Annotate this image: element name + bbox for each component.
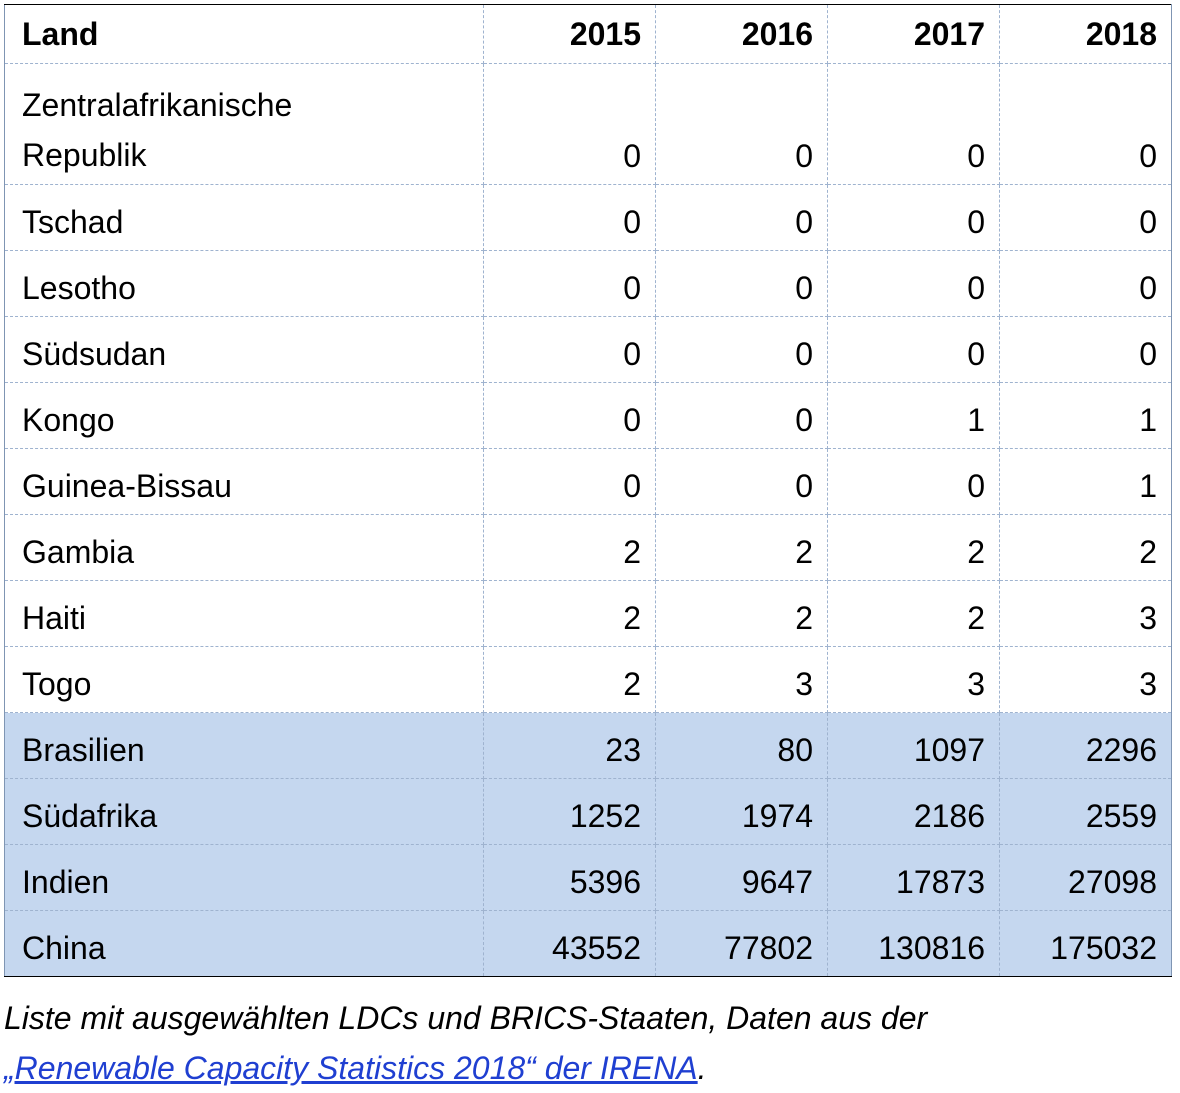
land-cell: Kongo xyxy=(4,382,484,449)
value-cell-2015: 0 xyxy=(483,382,656,449)
land-cell: Lesotho xyxy=(4,250,484,317)
value-cell-2018: 175032 xyxy=(999,910,1172,977)
table-row: Gambia 2 2 2 2 xyxy=(4,514,1172,581)
table-row: Togo 2 3 3 3 xyxy=(4,646,1172,713)
table-row: Kongo 0 0 1 1 xyxy=(4,382,1172,449)
table-row: China 43552 77802 130816 175032 xyxy=(4,910,1172,977)
value-cell-2016: 1974 xyxy=(655,778,828,845)
table-row: Südafrika 1252 1974 2186 2559 xyxy=(4,778,1172,845)
value-cell-2018: 0 xyxy=(999,63,1172,185)
value-cell-2018: 3 xyxy=(999,646,1172,713)
value-cell-2016: 0 xyxy=(655,382,828,449)
table-row: Indien 5396 9647 17873 27098 xyxy=(4,844,1172,911)
irena-source-link[interactable]: „Renewable Capacity Statistics 2018“ der… xyxy=(4,1050,698,1086)
value-cell-2015: 0 xyxy=(483,316,656,383)
value-cell-2017: 0 xyxy=(827,63,1000,185)
value-cell-2017: 0 xyxy=(827,448,1000,515)
value-cell-2017: 0 xyxy=(827,316,1000,383)
value-cell-2018: 1 xyxy=(999,382,1172,449)
table-row: Haiti 2 2 2 3 xyxy=(4,580,1172,647)
table-row: Südsudan 0 0 0 0 xyxy=(4,316,1172,383)
value-cell-2016: 3 xyxy=(655,646,828,713)
land-cell: Haiti xyxy=(4,580,484,647)
value-cell-2018: 27098 xyxy=(999,844,1172,911)
value-cell-2015: 2 xyxy=(483,580,656,647)
value-cell-2018: 2559 xyxy=(999,778,1172,845)
value-cell-2017: 0 xyxy=(827,184,1000,251)
value-cell-2016: 0 xyxy=(655,316,828,383)
value-cell-2017: 1 xyxy=(827,382,1000,449)
value-cell-2016: 0 xyxy=(655,184,828,251)
column-header-2018: 2018 xyxy=(999,4,1172,64)
land-cell: Zentralafrikanische Republik xyxy=(4,63,484,185)
value-cell-2015: 0 xyxy=(483,448,656,515)
caption-trailing: . xyxy=(697,1050,707,1086)
value-cell-2016: 0 xyxy=(655,63,828,185)
value-cell-2018: 1 xyxy=(999,448,1172,515)
value-cell-2015: 23 xyxy=(483,712,656,779)
value-cell-2016: 9647 xyxy=(655,844,828,911)
value-cell-2017: 2 xyxy=(827,514,1000,581)
table-row: Guinea-Bissau 0 0 0 1 xyxy=(4,448,1172,515)
value-cell-2015: 43552 xyxy=(483,910,656,977)
value-cell-2016: 2 xyxy=(655,580,828,647)
value-cell-2016: 0 xyxy=(655,250,828,317)
value-cell-2017: 17873 xyxy=(827,844,1000,911)
table-row: Tschad 0 0 0 0 xyxy=(4,184,1172,251)
value-cell-2018: 0 xyxy=(999,184,1172,251)
column-header-2015: 2015 xyxy=(483,4,656,64)
value-cell-2018: 2 xyxy=(999,514,1172,581)
page: Land 2015 2016 2017 2018 Zentralafrikani… xyxy=(4,4,1172,1093)
value-cell-2018: 0 xyxy=(999,250,1172,317)
land-cell: Südafrika xyxy=(4,778,484,845)
land-cell: Tschad xyxy=(4,184,484,251)
value-cell-2015: 2 xyxy=(483,646,656,713)
value-cell-2016: 2 xyxy=(655,514,828,581)
column-header-2016: 2016 xyxy=(655,4,828,64)
value-cell-2018: 0 xyxy=(999,316,1172,383)
value-cell-2017: 3 xyxy=(827,646,1000,713)
value-cell-2018: 2296 xyxy=(999,712,1172,779)
value-cell-2015: 0 xyxy=(483,250,656,317)
value-cell-2017: 2 xyxy=(827,580,1000,647)
value-cell-2017: 2186 xyxy=(827,778,1000,845)
value-cell-2017: 0 xyxy=(827,250,1000,317)
value-cell-2015: 0 xyxy=(483,184,656,251)
value-cell-2015: 1252 xyxy=(483,778,656,845)
land-cell: Guinea-Bissau xyxy=(4,448,484,515)
caption-text: Liste mit ausgewählten LDCs und BRICS-St… xyxy=(4,1000,928,1036)
land-cell: Brasilien xyxy=(4,712,484,779)
land-cell: Südsudan xyxy=(4,316,484,383)
land-cell: Gambia xyxy=(4,514,484,581)
land-cell: Togo xyxy=(4,646,484,713)
capacity-table: Land 2015 2016 2017 2018 Zentralafrikani… xyxy=(4,4,1172,977)
value-cell-2017: 130816 xyxy=(827,910,1000,977)
value-cell-2016: 77802 xyxy=(655,910,828,977)
table-row: Zentralafrikanische Republik 0 0 0 0 xyxy=(4,63,1172,185)
table-row: Brasilien 23 80 1097 2296 xyxy=(4,712,1172,779)
land-cell: Indien xyxy=(4,844,484,911)
table-body: Zentralafrikanische Republik 0 0 0 0 Tschad 0 0 0… xyxy=(4,63,1172,977)
value-cell-2016: 80 xyxy=(655,712,828,779)
column-header-2017: 2017 xyxy=(827,4,1000,64)
value-cell-2018: 3 xyxy=(999,580,1172,647)
table-caption: Liste mit ausgewählten LDCs und BRICS-St… xyxy=(4,993,1172,1093)
value-cell-2015: 5396 xyxy=(483,844,656,911)
value-cell-2016: 0 xyxy=(655,448,828,515)
value-cell-2015: 0 xyxy=(483,63,656,185)
value-cell-2015: 2 xyxy=(483,514,656,581)
land-cell: China xyxy=(4,910,484,977)
column-header-land: Land xyxy=(4,4,484,64)
value-cell-2017: 1097 xyxy=(827,712,1000,779)
table-row: Lesotho 0 0 0 0 xyxy=(4,250,1172,317)
table-header-row: Land 2015 2016 2017 2018 xyxy=(4,4,1172,64)
